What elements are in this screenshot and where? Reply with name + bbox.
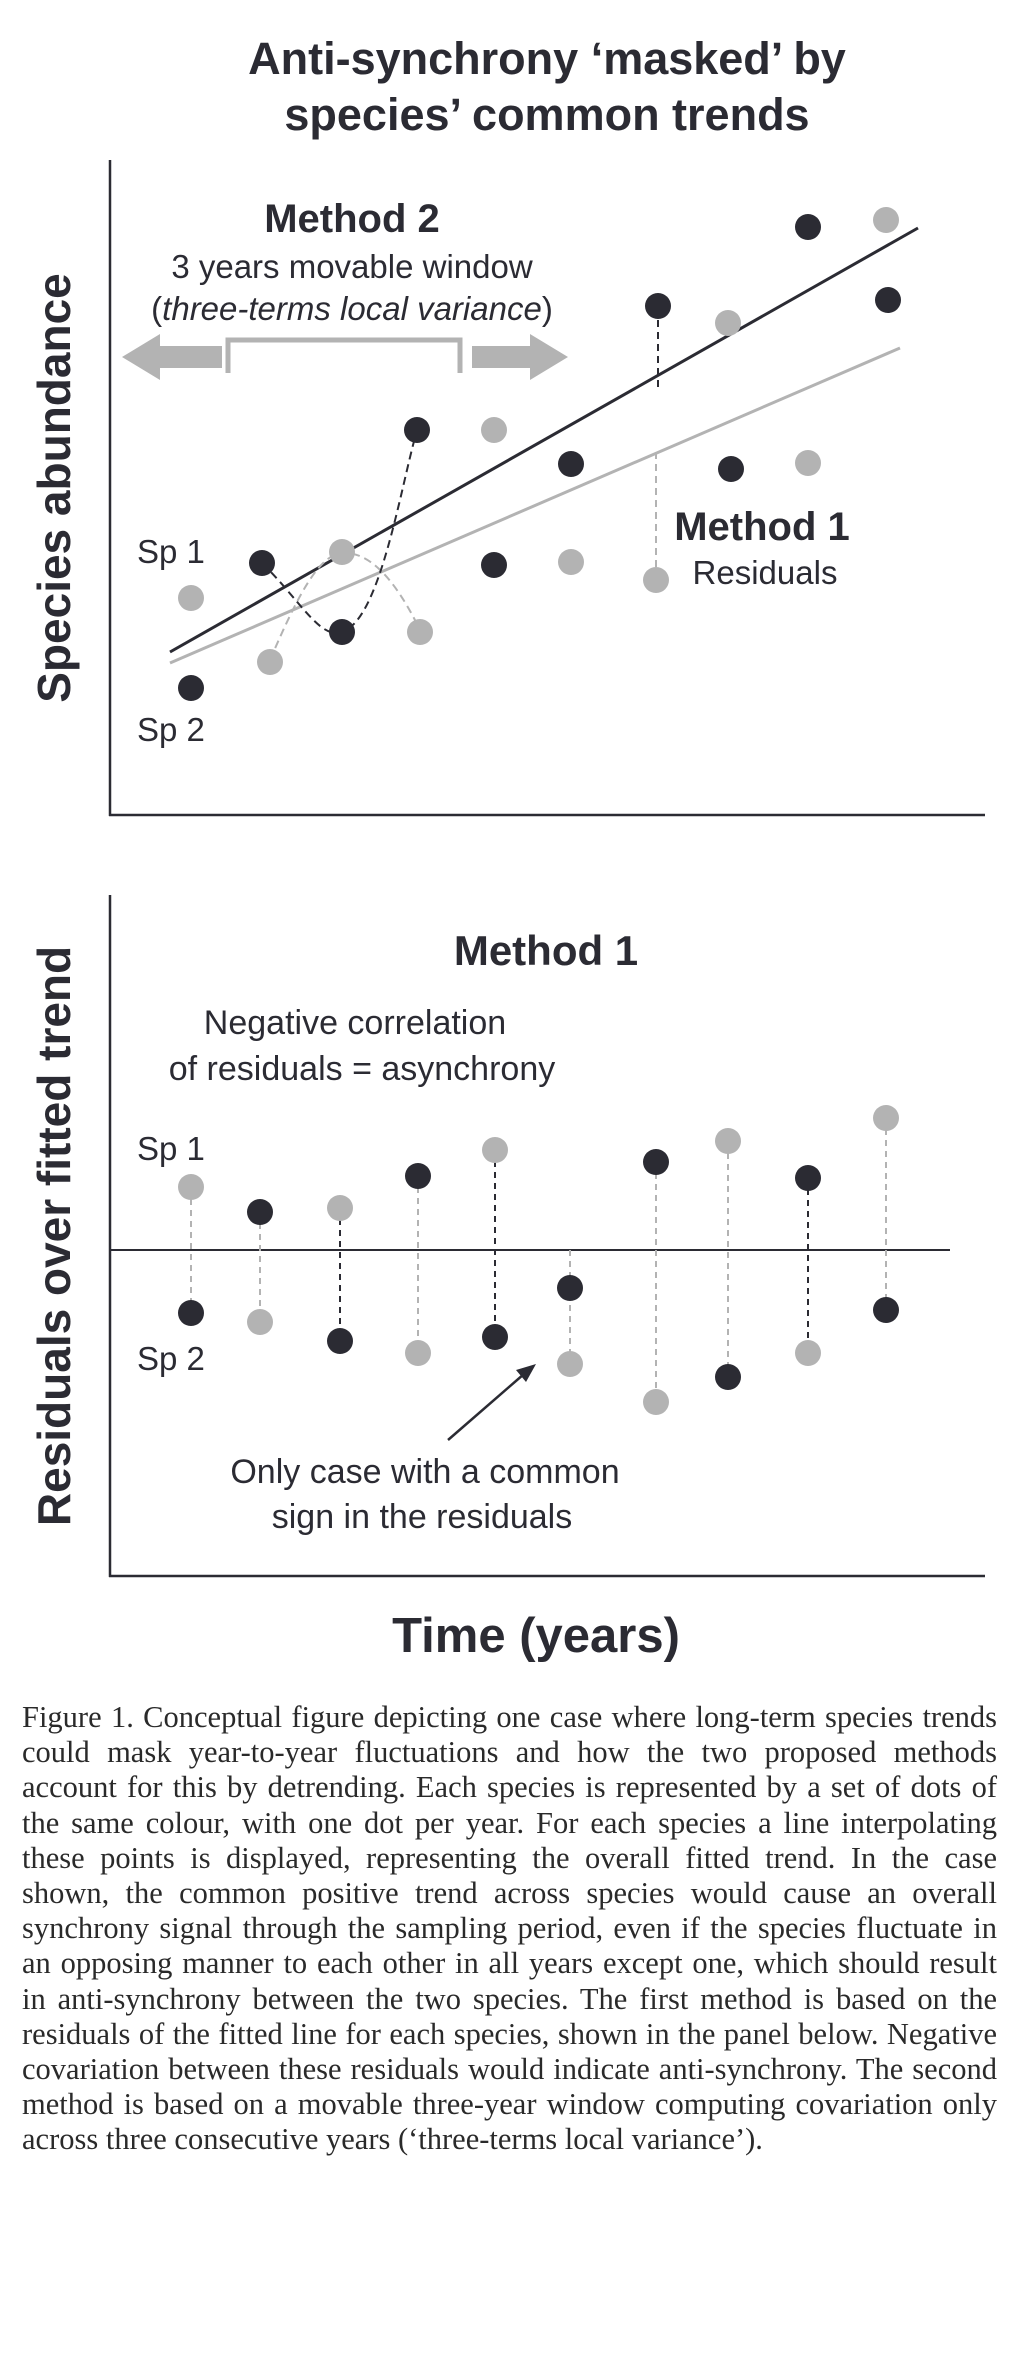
top-sp1-point <box>178 585 204 611</box>
top-sp1-point <box>407 619 433 645</box>
common-sign-arrow-icon <box>447 1364 536 1441</box>
method1-residuals-title: Method 1 <box>674 505 850 549</box>
bottom-sp1-point <box>715 1128 741 1154</box>
bottom-sp1-point <box>873 1105 899 1131</box>
top-sp2-point <box>795 214 821 240</box>
window-right-arrow-icon <box>472 334 568 380</box>
bottom-sp2-point <box>873 1297 899 1323</box>
top-sp1-point <box>558 549 584 575</box>
residual-stems <box>190 1118 887 1400</box>
top-sp1-point <box>715 310 741 336</box>
window-left-arrow-icon <box>122 334 222 380</box>
bottom-sp2-point <box>482 1324 508 1350</box>
top-sp1-points <box>178 207 899 675</box>
bottom-sp2-point <box>327 1328 353 1354</box>
top-sp2-point <box>481 552 507 578</box>
bottom-sp1-point <box>247 1309 273 1335</box>
bottom-sp2-point <box>178 1300 204 1326</box>
negative-correlation-note-line2: of residuals = asynchrony <box>169 1050 555 1088</box>
bottom-method1-title: Method 1 <box>454 927 638 974</box>
figure-canvas: Anti-synchrony ‘masked’ by species’ comm… <box>28 33 985 1663</box>
top-sp2-point <box>178 675 204 701</box>
bottom-sp2-label: Sp 2 <box>137 1340 205 1377</box>
bottom-sp1-label: Sp 1 <box>137 1130 205 1167</box>
top-sp2-point <box>404 417 430 443</box>
top-sp2-point <box>645 293 671 319</box>
top-sp2-points <box>178 214 901 701</box>
method2-title: Method 2 <box>264 197 440 241</box>
method1-residuals-subtitle: Residuals <box>693 554 838 591</box>
top-sp1-label: Sp 1 <box>137 533 205 570</box>
top-sp1-point <box>481 417 507 443</box>
bottom-sp2-points <box>178 1149 899 1390</box>
top-panel-axes <box>108 160 985 817</box>
bottom-sp2-point <box>405 1163 431 1189</box>
bottom-sp2-point <box>557 1275 583 1301</box>
common-sign-annotation-line1: Only case with a common <box>230 1453 619 1491</box>
figure-title-line1: Anti-synchrony ‘masked’ by <box>248 33 846 84</box>
bottom-sp2-point <box>715 1364 741 1390</box>
top-sp2-point <box>558 451 584 477</box>
negative-correlation-note-line1: Negative correlation <box>204 1004 506 1042</box>
bottom-sp2-point <box>643 1149 669 1175</box>
bottom-sp1-point <box>643 1389 669 1415</box>
figure-caption: Figure 1. Conceptual figure depicting on… <box>22 1700 997 2157</box>
figure-title-line2: species’ common trends <box>284 89 809 140</box>
top-sp2-point <box>875 287 901 313</box>
top-sp1-point <box>257 649 283 675</box>
bottom-sp1-point <box>795 1340 821 1366</box>
top-y-axis-label: Species abundance <box>28 273 80 703</box>
bottom-sp2-point <box>795 1165 821 1191</box>
bottom-sp2-point <box>247 1199 273 1225</box>
method2-subtitle: 3 years movable window <box>171 248 533 285</box>
method2-detail: (three-terms local variance) <box>151 290 553 327</box>
bottom-y-axis-label: Residuals over fitted trend <box>28 946 80 1526</box>
bottom-sp1-points <box>178 1105 899 1415</box>
bottom-sp1-point <box>405 1340 431 1366</box>
top-sp1-point <box>329 539 355 565</box>
bottom-panel-axes <box>108 895 985 1578</box>
x-axis-label: Time (years) <box>392 1609 680 1663</box>
top-sp1-point <box>873 207 899 233</box>
bottom-sp1-point <box>557 1351 583 1377</box>
sp2-local-window-curve <box>261 429 418 635</box>
bottom-sp1-point <box>482 1137 508 1163</box>
top-sp1-point <box>643 567 669 593</box>
bottom-sp1-point <box>327 1195 353 1221</box>
top-sp1-point <box>795 450 821 476</box>
top-sp2-point <box>329 619 355 645</box>
bottom-sp1-point <box>178 1174 204 1200</box>
top-sp2-label: Sp 2 <box>137 711 205 748</box>
top-sp2-point <box>249 550 275 576</box>
movable-window-bracket <box>225 337 463 373</box>
sp2-fitted-trend-line <box>169 226 919 654</box>
common-sign-annotation-line2: sign in the residuals <box>272 1498 573 1536</box>
top-sp2-point <box>718 456 744 482</box>
